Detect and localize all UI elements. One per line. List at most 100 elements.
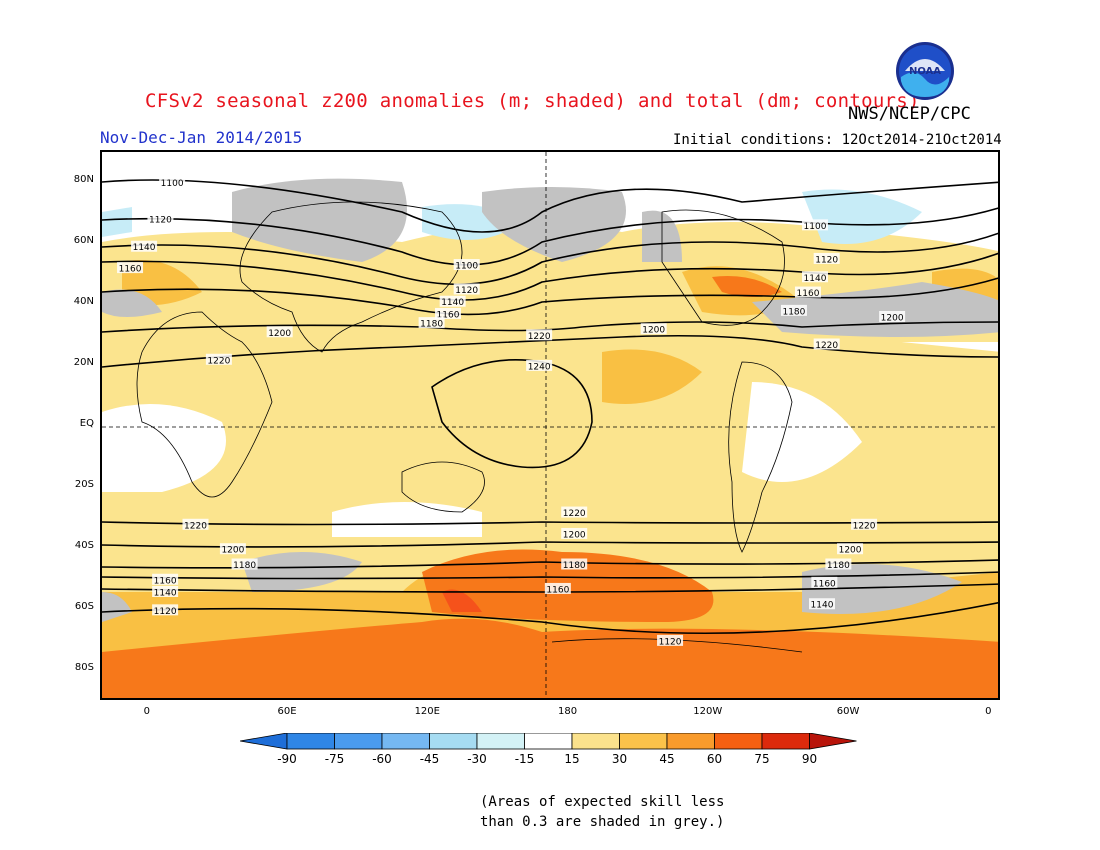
contour-label: 1200 (837, 543, 864, 556)
contour-label-text: 1160 (546, 585, 569, 595)
contour-label: 1200 (640, 323, 667, 336)
footnote-line-2: than 0.3 are shaded in grey.) (480, 814, 725, 830)
colorbar-tick-label: -15 (514, 752, 535, 766)
contour-label: 1180 (561, 558, 588, 571)
contour-label-text: 1200 (221, 546, 244, 556)
colorbar-tick-label: -75 (324, 752, 345, 766)
contour-label: 1140 (801, 271, 828, 284)
contour-label: 1100 (801, 219, 828, 232)
contour-label: 1120 (813, 252, 840, 265)
colorbar-swatch (286, 733, 335, 750)
season-label: Nov-Dec-Jan 2014/2015 (100, 128, 303, 147)
contour-label-text: 1220 (563, 509, 586, 519)
contour-label-text: 1140 (811, 601, 834, 611)
contour-label-text: 1180 (420, 320, 443, 330)
lon-tick-label: 0 (985, 706, 992, 717)
contour-label-text: 1220 (853, 521, 876, 531)
colorbar-swatch (619, 733, 668, 750)
contour-label-text: 1100 (804, 222, 827, 232)
contour-label: 1180 (780, 304, 807, 317)
contour-label-text: 1160 (797, 289, 820, 299)
colorbar-min-arrow (240, 733, 288, 750)
colorbar-tick-label: 45 (659, 752, 675, 766)
height-contours (102, 179, 998, 635)
lat-tick-label: 60S (74, 601, 94, 613)
chart-title: CFSv2 seasonal z200 anomalies (m; shaded… (145, 90, 920, 112)
contour-label: 1120 (147, 213, 174, 226)
contour-labels: 1100 1120 1140 1160 1200 1220 1100 1120 1140 1160… (117, 176, 906, 647)
contour-label-text: 1100 (161, 179, 184, 189)
contour-label-text: 1220 (207, 356, 230, 366)
contour-label-text: 1220 (815, 341, 838, 351)
contour-label: 1100 (159, 176, 186, 189)
contour-label: 1220 (182, 518, 209, 531)
contour-label-text: 1120 (149, 216, 172, 226)
contour-label-text: 1200 (563, 530, 586, 540)
contour-label: 1140 (439, 295, 466, 308)
lon-tick-label: 120W (693, 706, 723, 717)
contour-label: 1160 (794, 286, 821, 299)
colorbar-tick-label: 75 (754, 752, 770, 766)
contour-label-text: 1160 (813, 579, 836, 589)
contour-label-text: 1180 (782, 307, 805, 317)
footnote: (Areas of expected skill less than 0.3 a… (480, 792, 724, 832)
contour-label: 1200 (879, 311, 906, 324)
colorbar-tick-label: -90 (277, 752, 297, 766)
lat-tick-label: 60N (73, 234, 94, 246)
colorbar-swatch (524, 733, 573, 750)
contour-label-text: 1160 (119, 265, 142, 275)
contour-label: 1220 (813, 338, 840, 351)
contour-label: 1240 (526, 359, 553, 372)
contour-label: 1160 (117, 262, 144, 275)
colorbar-tick-label: -45 (419, 752, 440, 766)
footnote-line-1: (Areas of expected skill less (480, 794, 725, 810)
colorbar-tick-label: 60 (706, 752, 723, 766)
contour-label-text: 1200 (642, 326, 665, 336)
lon-tick-label: 180 (557, 706, 578, 717)
contour-label: 1200 (219, 543, 246, 556)
contour-label: 1100 (453, 259, 480, 272)
contour-label: 1160 (544, 582, 571, 595)
lat-tick-label: 20S (74, 479, 94, 491)
colorbar-swatch (571, 733, 620, 750)
colorbar-swatch (714, 733, 763, 750)
contour-label: 1220 (205, 353, 232, 366)
lat-tick-label: 80N (73, 173, 94, 185)
contour-label: 1140 (809, 598, 835, 611)
contour-label: 1200 (561, 527, 588, 540)
contour-label-text: 1140 (133, 243, 156, 253)
contour-label: 1220 (526, 329, 553, 342)
contour-label: 1220 (561, 506, 588, 519)
contour-label: 1180 (231, 558, 258, 571)
colorbar-swatch (429, 733, 478, 750)
map-canvas: 1100 1120 1140 1160 1200 1220 1100 1120 1140 1160… (102, 152, 998, 698)
logo-text: NOAA (909, 66, 941, 77)
colorbar-swatch (381, 733, 430, 750)
contour-label: 1120 (453, 283, 480, 296)
contour-label-text: 1200 (839, 546, 862, 556)
contour-label-text: 1140 (154, 589, 177, 599)
colorbar-tick-label: -30 (467, 752, 487, 766)
contour-label: 1120 (657, 634, 684, 647)
contour-label-text: 1180 (563, 561, 586, 571)
noaa-logo-icon: NOAA (896, 42, 954, 100)
lat-tick-label: 80S (74, 662, 94, 674)
contour-label: 1220 (851, 518, 878, 531)
contour-label-text: 1120 (659, 637, 682, 647)
contour-label-text: 1180 (233, 561, 256, 571)
contour-label-text: 1140 (441, 298, 464, 308)
contour-label-text: 1120 (815, 255, 838, 265)
colorbar-swatch (666, 733, 715, 750)
contour-label: 1140 (131, 240, 158, 253)
contour-label-text: 1200 (268, 329, 291, 339)
lon-tick-label: 60E (277, 706, 297, 717)
contour-label: 1160 (152, 573, 179, 586)
lat-tick-label: 20N (73, 356, 94, 368)
lon-tick-label: 60W (836, 706, 860, 717)
contour-label-text: 1220 (184, 521, 207, 531)
contour-label-text: 1180 (827, 561, 850, 571)
anomaly-shading (102, 152, 998, 698)
colorbar (240, 733, 857, 750)
contour-label: 1200 (266, 326, 293, 339)
lat-tick-label: 40S (74, 540, 94, 552)
